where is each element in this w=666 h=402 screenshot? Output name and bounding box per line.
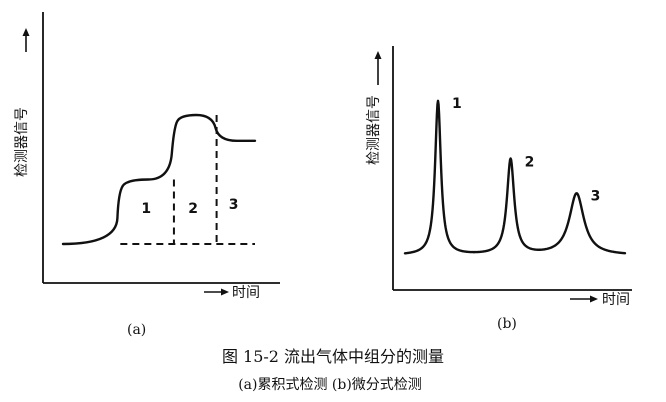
panel-a-ylabel: 检测器信号 [14,107,30,177]
panel-b-label: (b) [497,316,517,332]
panel-b-ylabel: 检测器信号 [366,95,382,165]
panel-a-component-label-3: 3 [229,197,239,213]
caption-subtitle: (a)累积式检测 (b)微分式检测 [238,377,422,393]
panel-a-y-arrow [22,28,30,52]
panel-b: 检测器信号 时间 1 2 3 (b) [366,46,632,332]
panel-a-component-label-1: 1 [141,201,151,217]
panel-b-peak-label-1: 1 [452,96,462,112]
panel-a-label: (a) [127,322,146,338]
panel-a-dashed-guides [120,115,255,245]
panel-a-xlabel: 时间 [232,285,260,301]
panel-a: 检测器信号 时间 1 2 3 (a) [14,12,280,338]
panel-a-x-arrow [204,288,229,296]
panel-a-component-label-2: 2 [188,201,198,217]
panel-b-y-arrow [374,51,382,85]
panel-b-peak-curve [403,99,627,255]
panel-a-component-labels: 1 2 3 [141,197,238,217]
caption-title: 图 15-2 流出气体中组分的测量 [222,347,444,366]
panel-a-step-curve [61,113,257,246]
panel-b-x-arrow [570,295,598,303]
panel-b-peak-label-3: 3 [591,188,601,204]
panel-b-xlabel: 时间 [602,292,630,308]
panel-b-peak-labels: 1 2 3 [452,96,600,204]
panel-b-peak-label-2: 2 [525,155,535,171]
